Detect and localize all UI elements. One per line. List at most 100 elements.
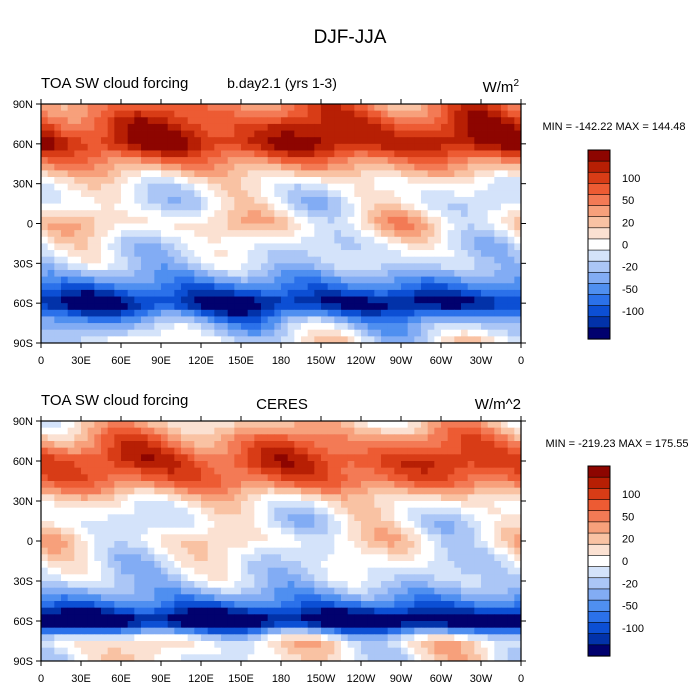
heatmap-cell bbox=[301, 547, 309, 555]
heatmap-cell bbox=[307, 183, 315, 191]
heatmap-cell bbox=[474, 329, 482, 337]
heatmap-cell bbox=[261, 296, 269, 304]
heatmap-cell bbox=[341, 501, 349, 509]
heatmap-cell bbox=[427, 143, 435, 151]
heatmap-cell bbox=[214, 594, 222, 602]
heatmap-cell bbox=[221, 150, 229, 158]
heatmap-cell bbox=[461, 547, 469, 555]
heatmap-cell bbox=[201, 487, 209, 495]
heatmap-cell bbox=[147, 614, 155, 622]
x-tick-label: 90W bbox=[390, 355, 413, 367]
heatmap-cell bbox=[47, 183, 55, 191]
heatmap-cell bbox=[294, 434, 302, 442]
heatmap-cell bbox=[247, 243, 255, 251]
heatmap-cell bbox=[221, 110, 229, 118]
heatmap-cell bbox=[421, 447, 429, 455]
heatmap-cell bbox=[254, 607, 262, 615]
heatmap-cell bbox=[441, 427, 449, 435]
heatmap-cell bbox=[54, 447, 62, 455]
heatmap-cell bbox=[61, 329, 69, 337]
heatmap-cell bbox=[327, 621, 335, 629]
heatmap-cell bbox=[387, 170, 395, 178]
heatmap-cell bbox=[127, 117, 135, 125]
heatmap-cell bbox=[501, 296, 509, 304]
heatmap-cell bbox=[374, 487, 382, 495]
heatmap-cell bbox=[181, 481, 189, 489]
heatmap-cell bbox=[481, 514, 489, 522]
heatmap-cell bbox=[147, 447, 155, 455]
heatmap-cell bbox=[127, 216, 135, 224]
colorbar-swatch bbox=[587, 149, 611, 162]
heatmap-cell bbox=[341, 507, 349, 515]
heatmap-cell bbox=[514, 574, 522, 582]
heatmap-cell bbox=[514, 157, 522, 165]
heatmap-cell bbox=[281, 494, 289, 502]
heatmap-cell bbox=[207, 110, 215, 118]
heatmap-cell bbox=[281, 104, 289, 112]
heatmap-cell bbox=[161, 541, 169, 549]
heatmap-cell bbox=[274, 454, 282, 462]
heatmap-cell bbox=[227, 581, 235, 589]
heatmap-cell bbox=[354, 289, 362, 297]
heatmap-cell bbox=[174, 461, 182, 469]
heatmap-cell bbox=[381, 263, 389, 271]
heatmap-cell bbox=[287, 223, 295, 231]
heatmap-cell bbox=[514, 130, 522, 138]
heatmap-cell bbox=[121, 137, 129, 145]
heatmap-cell bbox=[201, 554, 209, 562]
heatmap-cell bbox=[501, 587, 509, 595]
heatmap-cell bbox=[461, 594, 469, 602]
heatmap-cell bbox=[187, 137, 195, 145]
heatmap-cell bbox=[301, 441, 309, 449]
heatmap-cell bbox=[154, 561, 162, 569]
heatmap-cell bbox=[454, 601, 462, 609]
heatmap-cell bbox=[261, 196, 269, 204]
heatmap-cell bbox=[41, 567, 49, 575]
heatmap-cell bbox=[374, 150, 382, 158]
heatmap-cell bbox=[361, 567, 369, 575]
colorbar-tick-label: 100 bbox=[622, 173, 640, 185]
heatmap-cell bbox=[347, 177, 355, 185]
heatmap-cell bbox=[294, 223, 302, 231]
heatmap-cell bbox=[307, 243, 315, 251]
heatmap-cell bbox=[254, 276, 262, 284]
heatmap-cell bbox=[94, 514, 102, 522]
heatmap-cell bbox=[67, 123, 75, 131]
heatmap-cell bbox=[41, 427, 49, 435]
heatmap-cell bbox=[427, 110, 435, 118]
colorbar-tick-label: -50 bbox=[622, 284, 638, 296]
heatmap-cell bbox=[247, 329, 255, 337]
heatmap-cell bbox=[307, 601, 315, 609]
heatmap-cell bbox=[114, 441, 122, 449]
heatmap-cell bbox=[101, 216, 109, 224]
heatmap-cell bbox=[274, 574, 282, 582]
heatmap-cell bbox=[334, 283, 342, 291]
heatmap-cell bbox=[67, 574, 75, 582]
heatmap-cell bbox=[387, 316, 395, 324]
heatmap-cell bbox=[474, 236, 482, 244]
heatmap-cell bbox=[154, 587, 162, 595]
heatmap-cell bbox=[247, 621, 255, 629]
colorbar-swatch bbox=[587, 160, 611, 173]
heatmap-cell bbox=[174, 527, 182, 535]
heatmap-cell bbox=[441, 421, 449, 429]
heatmap-cell bbox=[481, 447, 489, 455]
heatmap-cell bbox=[307, 527, 315, 535]
heatmap-cell bbox=[207, 137, 215, 145]
heatmap-cell bbox=[307, 283, 315, 291]
heatmap-cell bbox=[147, 250, 155, 258]
heatmap-cell bbox=[474, 514, 482, 522]
heatmap-cell bbox=[194, 243, 202, 251]
heatmap-cell bbox=[467, 177, 475, 185]
heatmap-cell bbox=[154, 177, 162, 185]
heatmap-cell bbox=[241, 150, 249, 158]
heatmap-cell bbox=[501, 183, 509, 191]
heatmap-cell bbox=[274, 196, 282, 204]
heatmap-cell bbox=[181, 527, 189, 535]
heatmap-cell bbox=[127, 421, 135, 429]
heatmap-cell bbox=[61, 547, 69, 555]
heatmap-cell bbox=[307, 269, 315, 278]
heatmap-cell bbox=[274, 554, 282, 562]
heatmap-cell bbox=[161, 567, 169, 575]
heatmap-cell bbox=[54, 601, 62, 609]
